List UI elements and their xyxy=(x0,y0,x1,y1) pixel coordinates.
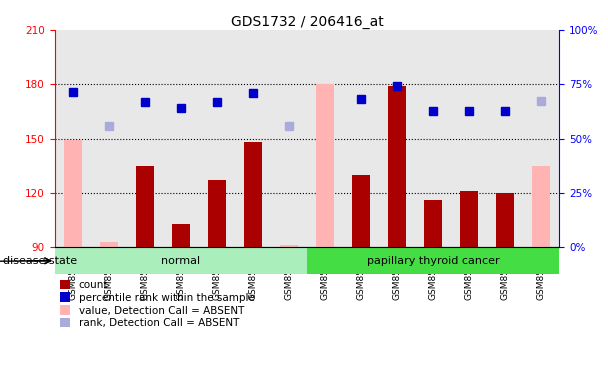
Bar xyxy=(280,245,298,247)
Bar xyxy=(64,140,81,247)
Bar xyxy=(496,193,514,247)
Legend: count, percentile rank within the sample, value, Detection Call = ABSENT, rank, : count, percentile rank within the sample… xyxy=(60,280,255,328)
Bar xyxy=(316,84,334,247)
Text: papillary thyroid cancer: papillary thyroid cancer xyxy=(367,256,500,266)
Bar xyxy=(460,191,478,247)
Bar xyxy=(424,200,442,247)
Bar xyxy=(533,166,550,247)
Bar xyxy=(136,166,154,247)
Bar xyxy=(100,242,118,247)
Bar xyxy=(352,175,370,247)
Title: GDS1732 / 206416_at: GDS1732 / 206416_at xyxy=(230,15,384,29)
Text: disease state: disease state xyxy=(3,256,77,266)
Text: normal: normal xyxy=(161,256,201,266)
Bar xyxy=(172,224,190,247)
Bar xyxy=(208,180,226,247)
Bar xyxy=(307,247,559,274)
Bar xyxy=(55,247,307,274)
Bar xyxy=(388,86,406,247)
Bar xyxy=(244,142,262,247)
